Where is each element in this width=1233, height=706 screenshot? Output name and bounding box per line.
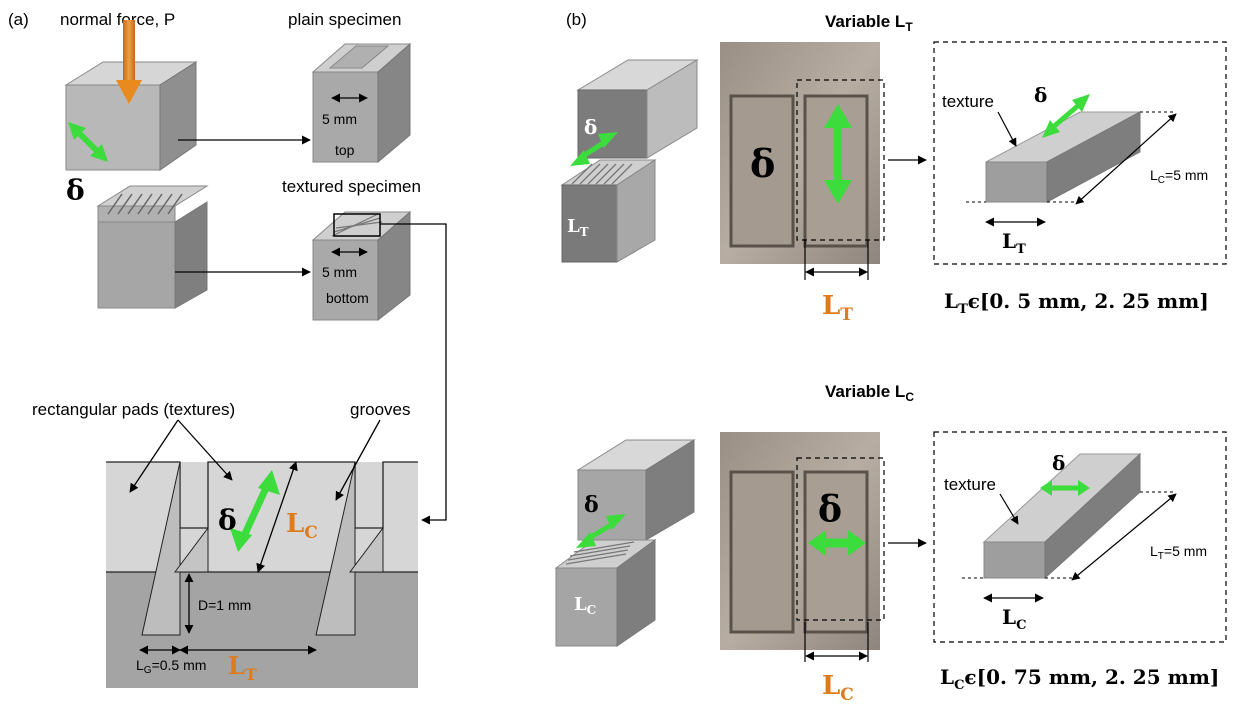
zoom-connector <box>380 223 447 525</box>
textured-dim-label: 5 mm <box>322 264 357 280</box>
delta-symbol: δ <box>66 174 85 207</box>
top-zoom-box <box>933 41 1227 265</box>
bottom-texture-label: texture <box>944 475 996 494</box>
top-texture-photo <box>720 42 885 264</box>
top-texture-label: texture <box>942 92 994 111</box>
depth-label: D=1 mm <box>198 597 251 613</box>
bottom-box-width-label: LC <box>1002 605 1026 633</box>
bottom-row-title: Variable LC <box>825 382 914 404</box>
lower-block <box>96 185 209 309</box>
bottom-photo-arrow <box>808 530 866 556</box>
bottom-texture-pointer <box>999 493 1019 525</box>
rect-pads-label: rectangular pads (textures) <box>32 400 235 419</box>
bottom-specimen-pair <box>554 439 696 647</box>
top-photo-dim-label: LT <box>822 291 853 325</box>
top-photo-delta: δ <box>750 141 775 186</box>
plain-specimen <box>311 42 412 164</box>
plain-face-label: top <box>335 142 355 158</box>
normal-force-arrow <box>116 20 142 104</box>
bottom-box-arrow <box>1040 480 1090 496</box>
grooves-label: grooves <box>350 400 410 419</box>
textured-specimen <box>311 210 412 322</box>
bottom-box-delta: δ <box>1052 451 1065 475</box>
top-box-length-label: LC=5 mm <box>1150 167 1208 186</box>
lc-dimension <box>256 461 298 573</box>
pad-pointer-left <box>129 419 179 493</box>
top-box-arrow <box>1042 94 1090 138</box>
top-range: LTϵ[0. 5 mm, 2. 25 mm] <box>944 289 1209 317</box>
bottom-photo-dim-label: LC <box>822 671 854 705</box>
lc-label: LC <box>286 509 318 543</box>
top-texture-pointer <box>997 111 1017 147</box>
sliding-direction-arrow <box>68 122 108 162</box>
top-box-length-dim <box>1075 113 1177 205</box>
top-photo-arrow <box>824 104 852 204</box>
bottom-block-arrow <box>576 514 626 548</box>
lt-label: LT <box>228 651 257 684</box>
top-block-delta: δ <box>584 115 597 139</box>
upper-block <box>64 61 198 171</box>
top-row-title: Variable LT <box>825 12 913 34</box>
pad-pointer-right <box>177 419 233 481</box>
bottom-box-length-label: LT=5 mm <box>1150 543 1207 562</box>
bottom-range: LCϵ[0. 75 mm, 2. 25 mm] <box>940 665 1219 693</box>
bottom-zoom-box <box>933 431 1227 643</box>
plain-specimen-label: plain specimen <box>288 10 401 29</box>
top-box-width-label: LT <box>1002 229 1026 257</box>
bottom-block-delta: δ <box>584 492 599 518</box>
top-specimen-pair <box>560 59 699 263</box>
textured-face-label: bottom <box>326 290 369 306</box>
textured-specimen-label: textured specimen <box>282 177 421 196</box>
bottom-photo-delta: δ <box>818 489 842 531</box>
top-texture-bar <box>985 111 1141 203</box>
panel-a-tag: (a) <box>8 10 29 29</box>
top-block-label: LT <box>567 216 589 239</box>
normal-force-label: normal force, P <box>60 10 175 29</box>
plain-dim-label: 5 mm <box>322 111 357 127</box>
top-box-delta: δ <box>1034 83 1047 107</box>
panel-b-tag: (b) <box>566 10 587 29</box>
bottom-block-label: LC <box>574 594 596 617</box>
lg-label: LG=0.5 mm <box>136 657 206 676</box>
bottom-box-length-dim <box>1071 493 1177 581</box>
top-block-arrow <box>570 132 618 166</box>
groove-pointer <box>335 419 381 501</box>
detail-delta: δ <box>218 504 237 537</box>
texture-zoom-box <box>333 213 381 237</box>
